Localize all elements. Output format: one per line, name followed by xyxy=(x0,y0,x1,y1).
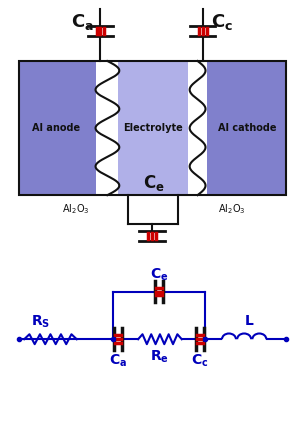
Text: $\mathbf{R_S}$: $\mathbf{R_S}$ xyxy=(31,313,51,329)
Text: Electrolyte: Electrolyte xyxy=(123,123,183,133)
Text: Al$_2$O$_3$: Al$_2$O$_3$ xyxy=(218,202,246,216)
Text: $\mathbf{R_e}$: $\mathbf{R_e}$ xyxy=(150,349,169,365)
Text: $\mathbf{L}$: $\mathbf{L}$ xyxy=(244,314,254,329)
Bar xyxy=(188,61,206,195)
Text: $\mathbf{C_a}$: $\mathbf{C_a}$ xyxy=(71,12,94,32)
Bar xyxy=(118,61,188,195)
Text: $\mathbf{C_e}$: $\mathbf{C_e}$ xyxy=(150,266,168,283)
Text: $\mathbf{C_c}$: $\mathbf{C_c}$ xyxy=(191,353,208,369)
Bar xyxy=(19,61,286,195)
Text: Al anode: Al anode xyxy=(32,123,80,133)
Text: $\mathbf{C_c}$: $\mathbf{C_c}$ xyxy=(211,12,233,32)
Text: $\mathbf{C_e}$: $\mathbf{C_e}$ xyxy=(143,173,165,193)
Text: $\mathbf{C_a}$: $\mathbf{C_a}$ xyxy=(109,353,127,369)
Bar xyxy=(206,61,286,195)
Bar xyxy=(19,61,95,195)
Text: Al cathode: Al cathode xyxy=(218,123,276,133)
Bar xyxy=(95,61,118,195)
Text: Al$_2$O$_3$: Al$_2$O$_3$ xyxy=(62,202,90,216)
